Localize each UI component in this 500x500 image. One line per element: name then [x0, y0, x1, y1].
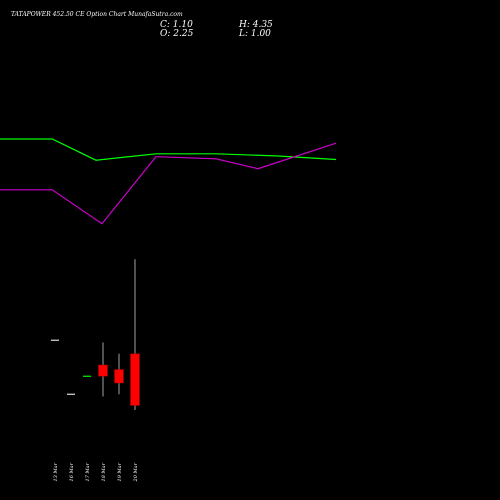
green-overlay-line — [0, 138, 337, 161]
open-price-readout: O: 2.25 — [160, 29, 194, 39]
high-price-readout: H: 4.35 — [239, 20, 273, 30]
candle-body — [130, 353, 140, 406]
chart-title: TATAPOWER 452.50 CE Option Chart MunafaS… — [11, 11, 183, 18]
candle-body — [98, 364, 108, 377]
x-tick-label: 13 Mar — [53, 462, 59, 481]
x-tick-label: 18 Mar — [101, 462, 107, 481]
candle-body — [114, 369, 124, 384]
magenta-overlay-line — [0, 142, 337, 225]
x-tick-label: 17 Mar — [85, 462, 91, 481]
x-tick-label: 20 Mar — [133, 462, 139, 482]
x-tick-label: 19 Mar — [117, 462, 123, 481]
close-price-readout: C: 1.10 — [160, 20, 193, 30]
low-price-readout: L: 1.00 — [239, 29, 271, 39]
x-tick-label: 16 Mar — [69, 462, 75, 481]
